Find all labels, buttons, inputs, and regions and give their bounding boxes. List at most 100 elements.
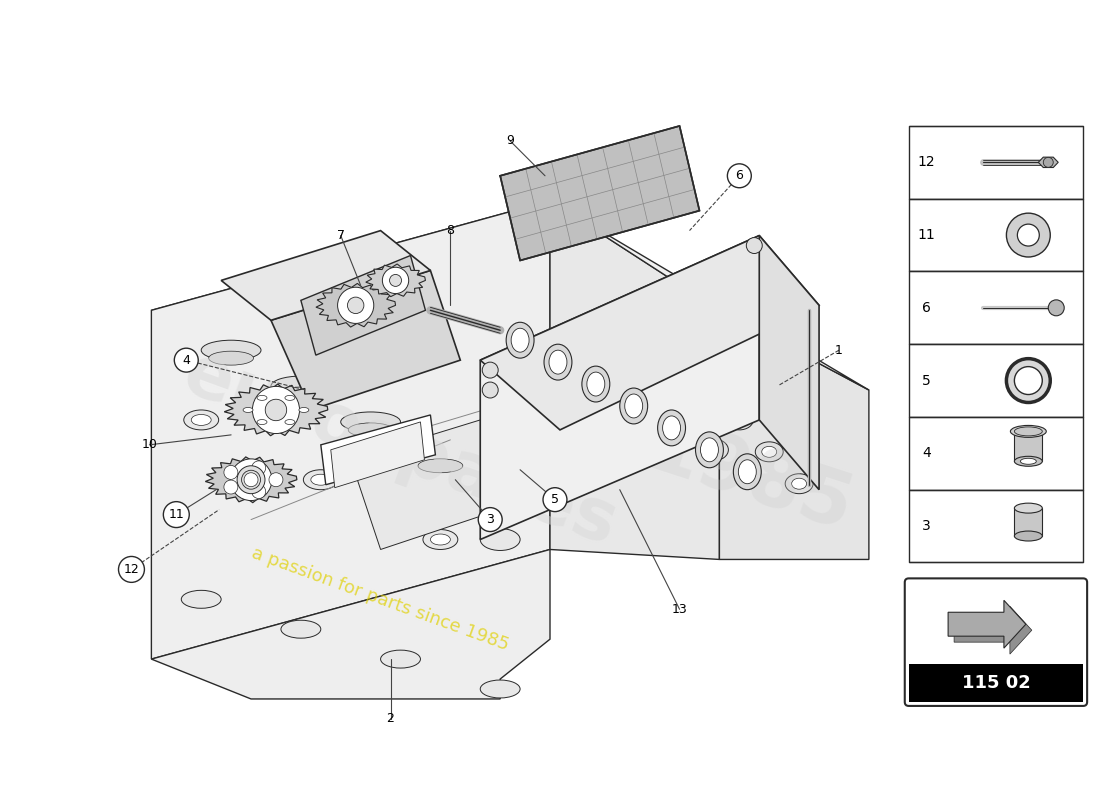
Text: 5: 5: [922, 374, 931, 387]
Text: 6: 6: [922, 301, 931, 315]
Text: 3: 3: [922, 519, 931, 533]
Polygon shape: [206, 457, 297, 502]
Ellipse shape: [430, 534, 450, 545]
Ellipse shape: [661, 409, 691, 431]
Polygon shape: [954, 606, 1032, 654]
Circle shape: [478, 508, 503, 531]
Polygon shape: [351, 420, 501, 550]
Ellipse shape: [381, 650, 420, 668]
Circle shape: [244, 473, 258, 486]
Ellipse shape: [738, 460, 757, 484]
Ellipse shape: [487, 494, 532, 509]
Text: 11: 11: [168, 508, 184, 521]
Ellipse shape: [512, 328, 529, 352]
Bar: [909, 664, 1084, 702]
Ellipse shape: [1014, 531, 1043, 541]
Ellipse shape: [299, 407, 309, 413]
Ellipse shape: [658, 410, 685, 446]
Ellipse shape: [587, 372, 605, 396]
Circle shape: [230, 459, 272, 501]
Ellipse shape: [410, 448, 471, 468]
Text: 9: 9: [506, 134, 514, 147]
Circle shape: [1018, 224, 1040, 246]
Polygon shape: [481, 235, 820, 430]
Polygon shape: [759, 235, 820, 490]
Ellipse shape: [792, 478, 806, 489]
Ellipse shape: [667, 414, 684, 426]
Ellipse shape: [585, 349, 615, 371]
Polygon shape: [301, 255, 426, 355]
Circle shape: [1014, 366, 1043, 394]
Text: 4: 4: [922, 446, 931, 460]
Bar: [909, 271, 1084, 344]
Ellipse shape: [1014, 456, 1043, 466]
Bar: [909, 417, 1084, 490]
Circle shape: [252, 485, 266, 498]
Ellipse shape: [698, 439, 728, 461]
Ellipse shape: [734, 454, 761, 490]
Ellipse shape: [422, 530, 458, 550]
Circle shape: [1006, 213, 1050, 257]
Text: 8: 8: [447, 224, 454, 237]
Text: 4: 4: [183, 354, 190, 366]
Ellipse shape: [623, 379, 652, 401]
Ellipse shape: [625, 394, 642, 418]
Circle shape: [727, 164, 751, 188]
Ellipse shape: [704, 443, 723, 456]
Ellipse shape: [341, 412, 400, 432]
Text: 11: 11: [917, 228, 936, 242]
Polygon shape: [1038, 157, 1058, 167]
Circle shape: [482, 382, 498, 398]
Ellipse shape: [619, 388, 648, 424]
Circle shape: [1006, 358, 1050, 402]
Polygon shape: [481, 235, 759, 539]
Text: 12: 12: [917, 155, 935, 170]
Ellipse shape: [662, 416, 681, 440]
Polygon shape: [366, 264, 426, 297]
Ellipse shape: [1014, 426, 1043, 436]
Circle shape: [543, 488, 566, 512]
Circle shape: [389, 274, 402, 286]
Ellipse shape: [191, 414, 211, 426]
Polygon shape: [221, 230, 430, 320]
Bar: [1014, 431, 1043, 462]
Ellipse shape: [506, 322, 535, 358]
Ellipse shape: [285, 395, 295, 400]
Ellipse shape: [481, 529, 520, 550]
Bar: [1014, 508, 1043, 536]
Circle shape: [252, 461, 266, 475]
Ellipse shape: [349, 423, 393, 437]
Text: a passion for parts since 1985: a passion for parts since 1985: [250, 544, 512, 654]
Bar: [909, 198, 1084, 271]
Ellipse shape: [756, 442, 783, 462]
Ellipse shape: [725, 410, 754, 430]
Ellipse shape: [184, 410, 219, 430]
Ellipse shape: [278, 387, 323, 401]
Ellipse shape: [695, 432, 724, 468]
Text: 7: 7: [337, 229, 344, 242]
Ellipse shape: [629, 383, 647, 397]
Circle shape: [338, 287, 374, 323]
Ellipse shape: [582, 366, 609, 402]
Circle shape: [270, 473, 283, 486]
Bar: [909, 490, 1084, 562]
Ellipse shape: [285, 419, 295, 425]
Ellipse shape: [1011, 426, 1046, 438]
Polygon shape: [719, 310, 869, 559]
Polygon shape: [550, 201, 869, 390]
Ellipse shape: [544, 344, 572, 380]
Bar: [909, 344, 1084, 417]
Text: 12: 12: [123, 563, 140, 576]
Polygon shape: [500, 126, 700, 261]
Circle shape: [348, 297, 364, 314]
Text: eurospares: eurospares: [174, 339, 627, 560]
Polygon shape: [152, 201, 550, 659]
Text: 1: 1: [835, 344, 843, 357]
Ellipse shape: [280, 620, 321, 638]
Circle shape: [746, 238, 762, 254]
Circle shape: [1048, 300, 1064, 316]
Ellipse shape: [400, 489, 440, 510]
Polygon shape: [321, 415, 436, 485]
Ellipse shape: [732, 414, 747, 426]
Ellipse shape: [182, 590, 221, 608]
